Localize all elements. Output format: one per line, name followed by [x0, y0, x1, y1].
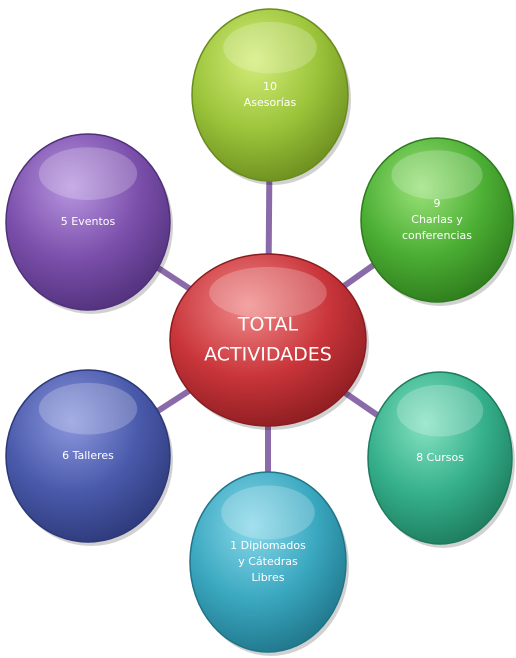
node-label: 8 Cursos: [416, 451, 464, 464]
node-label: Asesorías: [244, 96, 297, 109]
node-circle: [360, 137, 514, 303]
node-circle: [169, 253, 367, 427]
node-gloss: [38, 382, 138, 435]
node: 10 Asesorías: [191, 8, 351, 185]
node: 6 Talleres: [5, 369, 173, 546]
node-label: ACTIVIDADES: [204, 344, 332, 366]
node-label: 10: [263, 80, 277, 93]
node-label: y Cátedras: [238, 555, 298, 568]
node-gloss: [38, 147, 138, 201]
node-gloss: [396, 384, 484, 437]
node-label: Libres: [252, 571, 285, 584]
node: TOTAL ACTIVIDADES: [169, 253, 369, 430]
node-label: 9: [434, 197, 441, 210]
node: 5 Eventos: [5, 133, 173, 314]
node-gloss: [209, 266, 327, 319]
node-label: conferencias: [402, 229, 472, 242]
node-label: 6 Talleres: [62, 449, 114, 462]
node-label: Charlas y: [411, 213, 463, 226]
node-label: TOTAL: [237, 314, 299, 336]
nodes: 10 Asesorías 9 Charlas y conferencias 8 Curso…: [5, 8, 516, 656]
node-circle: [367, 371, 513, 545]
node-circle: [189, 471, 347, 653]
node-label: 1 Diplomados: [230, 539, 306, 552]
node-gloss: [221, 485, 315, 540]
node-circle: [5, 133, 171, 311]
node-gloss: [391, 150, 483, 200]
node: 9 Charlas y conferencias: [360, 137, 516, 306]
node-gloss: [223, 21, 317, 74]
node-circle: [5, 369, 171, 543]
node-label: 5 Eventos: [61, 215, 116, 228]
node: 1 Diplomados y Cátedras Libres: [189, 471, 349, 656]
node-circle: [191, 8, 349, 182]
node: 8 Cursos: [367, 371, 515, 548]
